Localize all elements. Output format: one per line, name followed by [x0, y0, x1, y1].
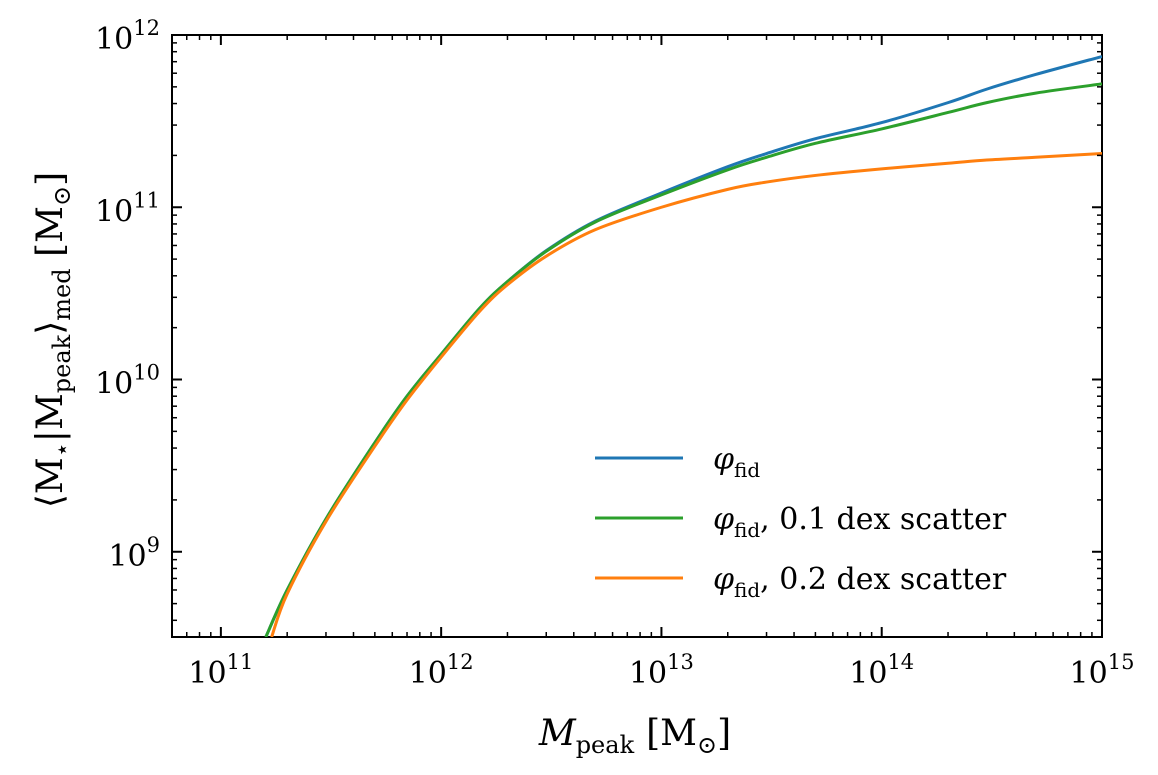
x-tick-label: 1014 [849, 650, 914, 691]
series-line-1 [264, 82, 1102, 637]
legend-label-2: φfid, 0.2 dex scatter [713, 562, 1007, 602]
plot-border [171, 34, 1103, 638]
y-tick-label: 109 [108, 533, 160, 574]
x-tick-label: 1013 [629, 650, 694, 691]
x-tick-label: 1015 [1070, 650, 1135, 691]
series-layer [264, 55, 1102, 637]
series-line-2 [270, 152, 1102, 637]
legend-label-1: φfid, 0.1 dex scatter [713, 502, 1007, 542]
plot-frame [171, 34, 1103, 638]
ticks-layer [171, 34, 1103, 637]
legend: φfid φfid, 0.1 dex scatter φfid, 0.2 dex s… [595, 442, 1007, 602]
x-axis-label: Mpeak [M⊙] [538, 713, 731, 759]
y-tick-label: 1011 [95, 188, 160, 229]
y-tick-label: 1010 [95, 361, 160, 402]
x-tick-label: 1011 [188, 650, 253, 691]
y-tick-label: 1012 [95, 16, 160, 57]
y-axis-label: ⟨M⋆|Mpeak⟩med [M⊙] [30, 172, 76, 508]
series-line-0 [264, 55, 1102, 637]
tick-labels-layer: 1011 1012 1013 1014 1015 109 1010 1011 1012 [95, 16, 1134, 691]
legend-label-0: φfid [713, 442, 760, 482]
x-tick-label: 1012 [409, 650, 474, 691]
